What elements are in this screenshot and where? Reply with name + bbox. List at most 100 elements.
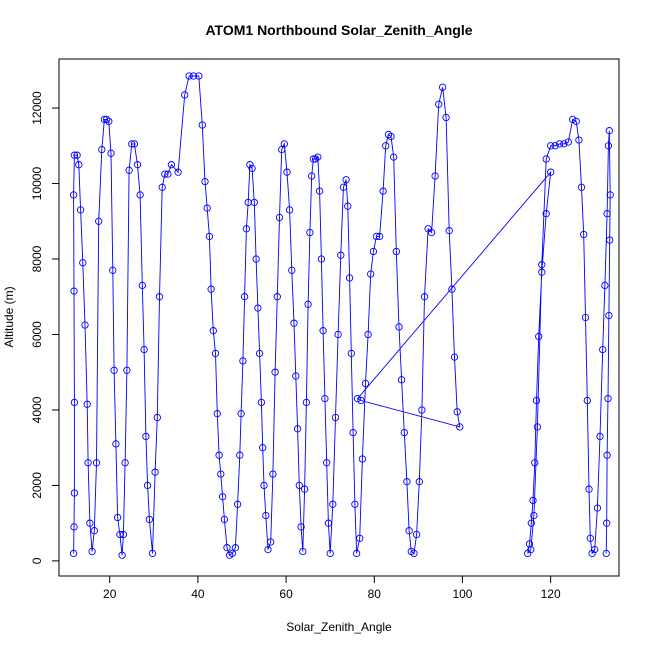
data-point: [257, 398, 266, 407]
data-point: [128, 140, 136, 148]
data-point: [102, 115, 111, 124]
y-axis-label: Altitude (m): [2, 286, 16, 347]
data-point: [119, 530, 128, 539]
data-point: [605, 127, 613, 135]
data-point: [531, 459, 539, 467]
data-point: [283, 168, 291, 176]
data-point: [345, 274, 354, 282]
data-point: [342, 176, 350, 184]
data-point: [153, 413, 161, 422]
data-point: [69, 549, 78, 558]
data-point: [228, 549, 236, 558]
data-point: [392, 247, 400, 256]
data-point: [242, 225, 251, 233]
data-point: [560, 140, 568, 148]
data-point: [547, 142, 555, 150]
data-point: [269, 470, 277, 478]
data-point: [532, 396, 541, 405]
data-point: [329, 500, 337, 508]
data-point: [604, 142, 613, 150]
data-point: [292, 372, 300, 380]
data-point: [435, 100, 443, 108]
data-point: [70, 287, 78, 295]
data-point: [315, 187, 324, 195]
data-point: [351, 500, 359, 508]
data-point: [369, 247, 378, 256]
x-tick-label: 80: [368, 587, 382, 601]
data-point: [280, 140, 288, 148]
data-point: [136, 191, 144, 199]
y-tick-label: 6000: [30, 321, 44, 348]
data-point: [185, 72, 193, 80]
data-point: [364, 330, 372, 339]
data-point: [255, 349, 264, 358]
data-point: [525, 540, 534, 548]
data-point: [450, 353, 459, 361]
data-point: [601, 281, 609, 290]
data-point: [535, 332, 543, 341]
data-point: [90, 527, 98, 535]
data-point: [70, 489, 79, 497]
data-point: [344, 202, 352, 210]
data-point: [79, 259, 87, 267]
data-point: [195, 72, 203, 80]
data-point: [213, 410, 221, 418]
data-point: [580, 230, 588, 239]
data-point: [606, 236, 614, 244]
data-point: [357, 396, 365, 405]
data-point: [339, 183, 348, 191]
data-point: [237, 410, 245, 418]
data-point: [155, 293, 164, 301]
series-line: [73, 75, 611, 556]
data-point: [209, 327, 217, 335]
data-point: [323, 459, 331, 467]
data-point: [262, 511, 270, 520]
data-point: [583, 396, 591, 405]
data-point: [295, 481, 303, 490]
data-point: [453, 408, 461, 416]
data-point: [70, 398, 79, 407]
data-point: [311, 155, 320, 163]
data-point: [405, 527, 413, 535]
data-point: [189, 72, 198, 80]
data-point: [308, 172, 316, 180]
data-point: [586, 534, 594, 542]
data-point: [538, 261, 546, 269]
y-tick-label: 4000: [30, 396, 44, 423]
data-point: [427, 228, 436, 237]
data-point: [297, 523, 305, 531]
data-point: [593, 504, 602, 512]
data-point: [349, 428, 357, 437]
data-point: [603, 210, 611, 218]
data-point: [326, 549, 334, 558]
data-point: [596, 432, 604, 441]
y-axis: 0 2000 4000 6000 8000 10000 12000: [30, 91, 60, 564]
data-point: [259, 444, 267, 452]
data-point: [217, 470, 225, 478]
data-point: [603, 519, 611, 527]
data-point: [151, 468, 159, 476]
data-point: [585, 485, 593, 493]
data-point: [410, 549, 418, 558]
data-point: [73, 151, 81, 159]
data-point: [273, 293, 281, 301]
data-point: [564, 138, 572, 146]
data-point: [309, 155, 318, 163]
data-point: [542, 155, 550, 163]
data-point: [379, 187, 387, 195]
y-tick-label: 8000: [30, 245, 44, 272]
data-point: [606, 191, 614, 199]
data-point: [201, 177, 209, 186]
data-point: [599, 345, 607, 354]
data-point: [412, 530, 421, 539]
data-point: [246, 161, 254, 169]
data-point: [456, 423, 464, 431]
data-point: [121, 459, 129, 467]
data-point: [254, 304, 262, 312]
data-point: [248, 164, 256, 173]
data-point: [588, 549, 596, 558]
data-point: [285, 206, 294, 214]
data-point: [356, 534, 364, 542]
data-point: [367, 270, 375, 278]
